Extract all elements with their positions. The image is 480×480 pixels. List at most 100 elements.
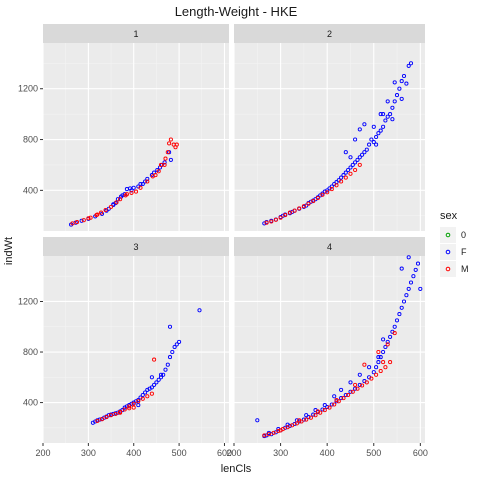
data-point-F [401,73,407,79]
data-point-F [301,417,306,422]
data-point-M [334,397,339,403]
data-point-M [278,428,283,433]
data-point-F [138,181,143,187]
data-point-F [369,137,374,142]
data-point-F [378,128,383,133]
data-point-M [124,192,129,197]
data-point-M [127,404,132,409]
legend: sex 0 FM [440,210,469,277]
data-point-F [404,81,409,86]
data-point-M [283,213,288,218]
data-point-M [149,391,154,396]
data-point-M [369,376,374,381]
data-point-M [165,150,170,155]
data-point-F [149,385,154,390]
data-point-F [383,118,388,123]
data-point-F [140,392,145,398]
data-point-M [378,368,383,374]
facet-strip [43,24,229,43]
data-point-F [385,339,390,344]
data-point-M [341,396,346,401]
facet-strip-label: 4 [327,242,332,252]
data-point-M [353,167,358,173]
data-point-M [99,417,105,422]
data-point-F [348,389,353,394]
legend-key-background [440,261,456,277]
panel-background [234,43,425,231]
legend-key-background [440,244,456,260]
data-point-M [262,433,267,438]
data-point-M [343,175,348,180]
data-point-F [374,142,379,147]
data-point-F [136,403,141,408]
data-point-F [394,318,400,323]
data-point-F [371,140,376,145]
data-point-M [383,365,388,370]
data-point-M [122,407,127,412]
data-point-F [165,362,170,367]
data-point-F [378,112,383,117]
data-point-F [129,188,134,193]
data-point-F [158,375,164,380]
data-point-M [140,396,145,401]
data-point-F [154,380,159,385]
data-point-F [392,324,397,329]
data-point-F [401,299,407,304]
data-point-F [376,131,381,136]
data-point-F [162,160,167,165]
data-point-F [350,162,355,167]
data-point-F [406,63,411,68]
data-point-F [149,375,154,380]
data-point-F [158,372,164,377]
data-point-F [362,122,367,127]
panel-background [43,43,229,231]
data-point-F [343,392,348,398]
data-point-M [297,418,302,423]
facet-strip-label: 2 [327,29,332,39]
data-point-F [140,181,145,187]
data-point-F [357,372,362,377]
data-point-F [143,179,148,184]
data-point-F [388,112,393,117]
legend-key-M [445,266,451,272]
data-point-F [168,157,173,162]
data-point-F [362,150,367,155]
data-point-M [174,142,179,147]
data-point-F [397,86,402,91]
data-point-M [95,212,100,217]
data-point-M [285,425,290,430]
facet-panel-1: 1 400 800 1200 [18,24,229,231]
data-point-M [346,392,351,398]
data-point-M [104,415,109,420]
data-point-M [131,401,136,406]
facet-panel-2: 2 [233,24,425,231]
data-point-M [163,156,168,161]
data-point-M [103,207,108,213]
data-point-F [161,372,166,377]
data-point-M [385,342,390,347]
data-point-M [70,221,75,226]
y-tick-label: 1200 [18,296,38,306]
data-point-F [167,150,172,155]
data-point-F [325,404,330,410]
data-point-M [392,331,397,336]
x-tick-label: 600 [217,448,232,458]
data-point-M [304,417,309,422]
data-point-M [99,210,104,215]
data-point-F [285,422,290,427]
x-tick-label: 400 [126,448,141,458]
data-point-F [170,349,175,355]
x-tick-label: 300 [81,448,96,458]
data-point-F [332,394,337,399]
data-point-F [408,61,414,66]
data-point-F [357,382,362,387]
y-tick-label: 400 [23,398,38,408]
data-point-M [129,190,134,195]
data-point-M [313,413,318,418]
data-point-F [357,127,362,132]
data-point-F [156,377,161,382]
data-point-M [353,382,358,387]
facet-strip-label: 1 [133,29,138,39]
y-tick-label: 400 [23,185,38,195]
